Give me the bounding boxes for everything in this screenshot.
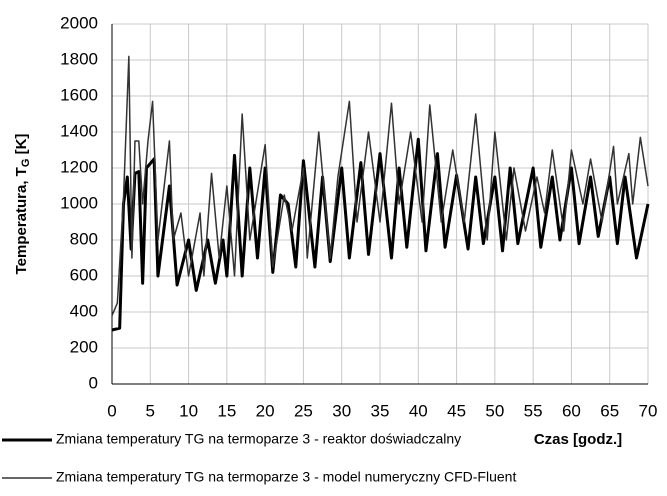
y-tick-label: 0 [89,373,98,392]
x-tick-label: 20 [256,401,275,420]
x-tick-label: 65 [600,401,619,420]
x-tick-label: 60 [562,401,581,420]
x-tick-label: 35 [371,401,390,420]
y-tick-label: 400 [70,301,98,320]
y-axis-label: Temperatura, TG [K] [13,134,32,275]
legend-label: Zmiana temperatury TG na termoparze 3 - … [56,469,516,485]
x-tick-label: 70 [639,401,658,420]
series-line [111,55,649,316]
y-tick-label: 1000 [60,193,98,212]
y-tick-label: 1200 [60,157,98,176]
x-tick-label: 25 [294,401,313,420]
x-tick-label: 50 [485,401,504,420]
x-tick-label: 30 [332,401,351,420]
x-tick-label: 40 [409,401,428,420]
x-tick-label: 5 [146,401,155,420]
y-tick-label: 1800 [60,49,98,68]
x-tick-label: 55 [524,401,543,420]
y-tick-label: 600 [70,265,98,284]
series-line [111,137,650,332]
x-axis-label: Czas [godz.] [534,431,622,448]
y-tick-label: 1600 [60,85,98,104]
y-tick-label: 1400 [60,121,98,140]
y-tick-label: 200 [70,337,98,356]
x-tick-label: 10 [179,401,198,420]
y-tick-label: 2000 [60,13,98,32]
x-tick-label: 0 [107,401,116,420]
y-tick-label: 800 [70,229,98,248]
x-tick-label: 45 [447,401,466,420]
x-tick-label: 15 [217,401,236,420]
legend-label: Zmiana temperatury TG na termoparze 3 - … [56,431,461,447]
